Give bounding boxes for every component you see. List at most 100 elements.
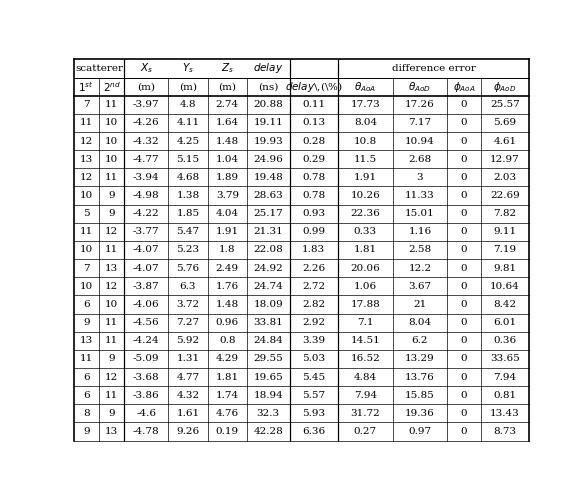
Text: 10: 10: [105, 137, 118, 146]
Text: $\theta_{AoD}$: $\theta_{AoD}$: [409, 80, 432, 94]
Text: 22.08: 22.08: [253, 246, 283, 254]
Text: 7.94: 7.94: [493, 373, 516, 382]
Text: 0.93: 0.93: [302, 209, 325, 218]
Text: 10: 10: [105, 118, 118, 127]
Text: 11: 11: [105, 391, 118, 399]
Text: 11: 11: [105, 318, 118, 327]
Text: 13: 13: [79, 336, 93, 345]
Text: 2.74: 2.74: [216, 100, 239, 109]
Text: 1.04: 1.04: [216, 155, 239, 164]
Text: 24.74: 24.74: [253, 282, 283, 291]
Text: 24.92: 24.92: [253, 264, 283, 273]
Text: (m): (m): [138, 82, 155, 91]
Text: 1.64: 1.64: [216, 118, 239, 127]
Text: 0: 0: [460, 409, 467, 418]
Text: -4.98: -4.98: [133, 191, 159, 200]
Text: 11.33: 11.33: [405, 191, 435, 200]
Text: 0: 0: [460, 100, 467, 109]
Text: 4.11: 4.11: [176, 118, 199, 127]
Text: 8.04: 8.04: [354, 118, 377, 127]
Text: 0.11: 0.11: [302, 100, 325, 109]
Text: 13.29: 13.29: [405, 354, 435, 363]
Text: 8: 8: [83, 409, 89, 418]
Text: 0: 0: [460, 173, 467, 182]
Text: 0: 0: [460, 155, 467, 164]
Text: 5.23: 5.23: [176, 246, 199, 254]
Text: 0.8: 0.8: [219, 336, 236, 345]
Text: -4.6: -4.6: [136, 409, 156, 418]
Text: 5.93: 5.93: [302, 409, 325, 418]
Text: 13: 13: [105, 264, 118, 273]
Text: 25.17: 25.17: [253, 209, 283, 218]
Text: 10.26: 10.26: [350, 191, 380, 200]
Text: 0.29: 0.29: [302, 155, 325, 164]
Text: 20.06: 20.06: [350, 264, 380, 273]
Text: 11: 11: [79, 354, 93, 363]
Text: 5.57: 5.57: [302, 391, 325, 399]
Text: 14.51: 14.51: [350, 336, 380, 345]
Text: 4.77: 4.77: [176, 373, 199, 382]
Text: 13.76: 13.76: [405, 373, 435, 382]
Text: 9: 9: [108, 409, 115, 418]
Text: 4.76: 4.76: [216, 409, 239, 418]
Text: -5.09: -5.09: [133, 354, 159, 363]
Text: 4.61: 4.61: [493, 137, 516, 146]
Text: 1.76: 1.76: [216, 282, 239, 291]
Text: 2.26: 2.26: [302, 264, 325, 273]
Text: 3.39: 3.39: [302, 336, 325, 345]
Text: 22.69: 22.69: [490, 191, 520, 200]
Text: (m): (m): [179, 82, 197, 91]
Text: 9: 9: [83, 427, 89, 436]
Text: 7.27: 7.27: [176, 318, 199, 327]
Text: 7.17: 7.17: [409, 118, 432, 127]
Text: 9: 9: [108, 354, 115, 363]
Text: 7.94: 7.94: [354, 391, 377, 399]
Text: $Z_s$: $Z_s$: [221, 61, 234, 75]
Text: 2.68: 2.68: [409, 155, 432, 164]
Text: 5.45: 5.45: [302, 373, 325, 382]
Text: -4.56: -4.56: [133, 318, 159, 327]
Text: 33.65: 33.65: [490, 354, 520, 363]
Text: -3.87: -3.87: [133, 282, 159, 291]
Text: -4.78: -4.78: [133, 427, 159, 436]
Text: 0.13: 0.13: [302, 118, 325, 127]
Text: 7: 7: [83, 264, 89, 273]
Text: 5.76: 5.76: [176, 264, 199, 273]
Text: 12: 12: [79, 173, 93, 182]
Text: 1.85: 1.85: [176, 209, 199, 218]
Text: 10: 10: [79, 282, 93, 291]
Text: -4.32: -4.32: [133, 137, 159, 146]
Text: 9.81: 9.81: [493, 264, 516, 273]
Text: 21.31: 21.31: [253, 227, 283, 236]
Text: 1.91: 1.91: [354, 173, 377, 182]
Text: 2.03: 2.03: [493, 173, 516, 182]
Text: $X_s$: $X_s$: [140, 61, 153, 75]
Text: 10: 10: [105, 300, 118, 309]
Text: 19.36: 19.36: [405, 409, 435, 418]
Text: 11: 11: [79, 118, 93, 127]
Text: 1.16: 1.16: [409, 227, 432, 236]
Text: 7.19: 7.19: [493, 246, 516, 254]
Text: 4.84: 4.84: [354, 373, 377, 382]
Text: 1.48: 1.48: [216, 137, 239, 146]
Text: 11: 11: [105, 100, 118, 109]
Text: 8.04: 8.04: [409, 318, 432, 327]
Text: 18.94: 18.94: [253, 391, 283, 399]
Text: 6: 6: [83, 373, 89, 382]
Text: 10: 10: [105, 155, 118, 164]
Text: 11: 11: [105, 173, 118, 182]
Text: -3.86: -3.86: [133, 391, 159, 399]
Text: 12.97: 12.97: [490, 155, 520, 164]
Text: $\phi_{AoD}$: $\phi_{AoD}$: [493, 80, 517, 94]
Text: $delay$: $delay$: [253, 61, 283, 75]
Text: 1.06: 1.06: [354, 282, 377, 291]
Text: 11: 11: [105, 336, 118, 345]
Text: 8.42: 8.42: [493, 300, 516, 309]
Text: 1.61: 1.61: [176, 409, 199, 418]
Text: 1.89: 1.89: [216, 173, 239, 182]
Text: $delay$\,(\%): $delay$\,(\%): [285, 80, 343, 94]
Text: 9: 9: [83, 318, 89, 327]
Text: 28.63: 28.63: [253, 191, 283, 200]
Text: 17.73: 17.73: [350, 100, 380, 109]
Text: -4.06: -4.06: [133, 300, 159, 309]
